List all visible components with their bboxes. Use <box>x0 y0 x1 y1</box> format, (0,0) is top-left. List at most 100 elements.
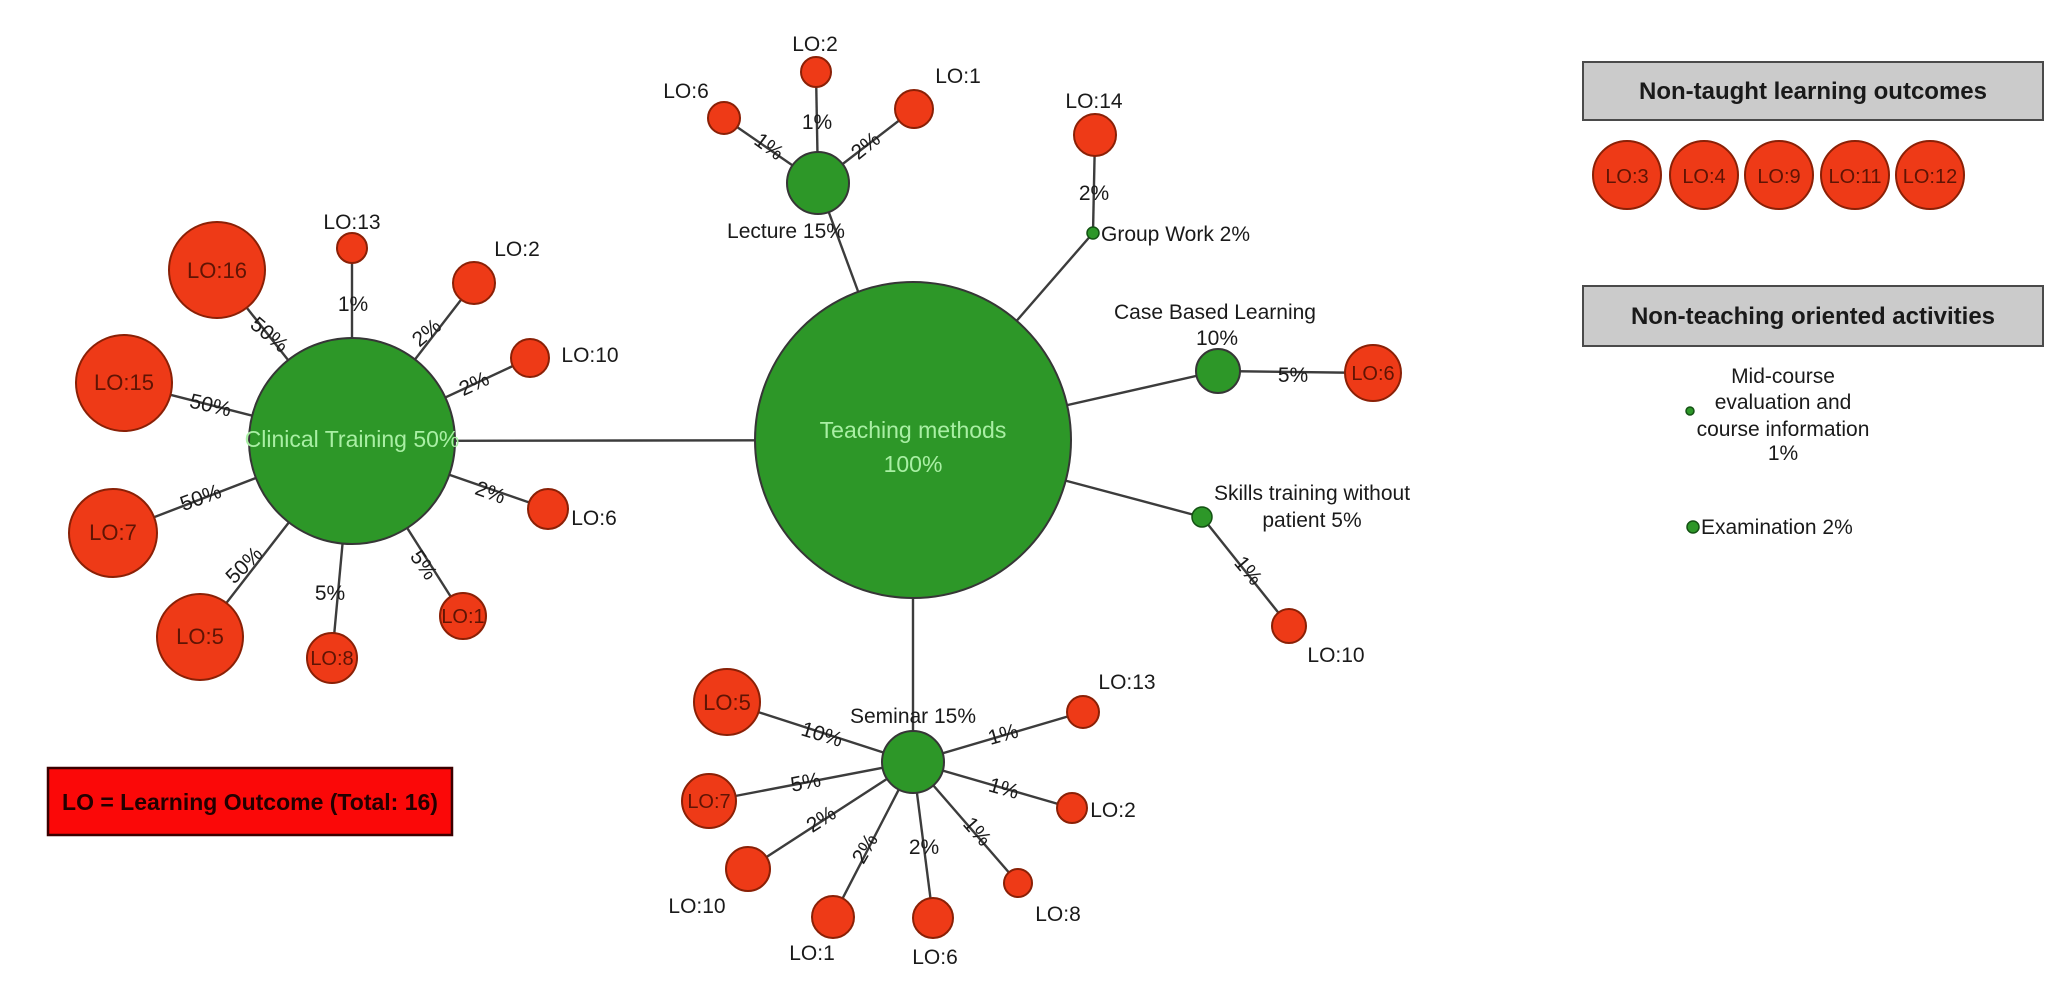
case-based-label-line2: 10% <box>1196 327 1238 350</box>
lecture-lo6-node <box>707 101 741 135</box>
skills-lo10-label: LO:10 <box>1307 644 1364 667</box>
lecture-lo1-label: LO:1 <box>935 65 981 88</box>
clinical-lo10-node <box>510 338 550 378</box>
lecture-label: Lecture 15% <box>727 220 845 243</box>
clinical-lo5-node <box>156 593 244 681</box>
clinical-lo5-label: LO:5 <box>176 624 224 649</box>
seminar-lo1-label: LO:1 <box>789 942 835 965</box>
non-taught-lo9-label: LO:9 <box>1757 166 1800 188</box>
clinical-lo13-node <box>336 232 368 264</box>
case-based-lo6-node <box>1344 344 1402 402</box>
seminar-lo8-node <box>1003 868 1033 898</box>
seminar-lo2-node <box>1056 792 1088 824</box>
teaching-methods-node <box>754 281 1072 599</box>
clinical-lo1-node <box>439 592 487 640</box>
teaching-methods-label-line1: Teaching methods <box>820 417 1007 443</box>
clinical-lo15-label: LO:15 <box>94 370 154 395</box>
case-based-lo6-weight: 5% <box>1278 364 1308 387</box>
clinical-lo6-label: LO:6 <box>571 507 617 530</box>
seminar-lo7-weight: 5% <box>789 768 823 796</box>
clinical-lo1-weight: 5% <box>405 546 441 584</box>
skills-label-line1: Skills training without <box>1214 482 1410 505</box>
clinical-lo5-weight: 50% <box>221 542 267 588</box>
clinical-lo8-weight: 5% <box>315 582 345 605</box>
clinical-lo16-label: LO:16 <box>187 258 247 283</box>
seminar-lo8-label: LO:8 <box>1035 903 1081 926</box>
non-taught-lo4-label: LO:4 <box>1682 166 1725 188</box>
legend-note: LO = Learning Outcome (Total: 16) <box>46 766 454 837</box>
lecture-lo2-weight: 1% <box>802 111 832 134</box>
non-taught-header-label: Non-taught learning outcomes <box>1639 78 1987 105</box>
group-work-label: Group Work 2% <box>1101 223 1250 246</box>
group-work-lo14-label: LO:14 <box>1065 90 1123 113</box>
nodes <box>68 56 1402 939</box>
clinical-lo10-label: LO:10 <box>561 344 618 367</box>
case-based-label-line1: Case Based Learning <box>1114 301 1316 324</box>
lecture-lo2-label: LO:2 <box>792 33 838 56</box>
non-taught-lo11-node <box>1820 140 1890 210</box>
seminar-lo5-node <box>693 668 761 736</box>
midcourse-label-line3: course information <box>1697 418 1870 441</box>
clinical-lo6-weight: 2% <box>472 477 508 509</box>
lecture-lo6-label: LO:6 <box>663 80 709 103</box>
clinical-lo2-node <box>452 261 496 305</box>
edge-seminar-lo7 <box>708 760 914 803</box>
midcourse-label-line2: evaluation and <box>1715 391 1852 414</box>
non-taught-lo12-label: LO:12 <box>1903 166 1957 188</box>
examination-label: Examination 2% <box>1701 516 1853 539</box>
seminar-lo10-node <box>725 846 771 892</box>
examination-dot <box>1686 520 1700 534</box>
seminar-lo8-weight: 1% <box>958 813 995 851</box>
clinical-lo13-label: LO:13 <box>323 211 380 234</box>
skills-lo10-node <box>1271 608 1307 644</box>
clinical-lo7-label: LO:7 <box>89 520 137 545</box>
clinical-lo2-label: LO:2 <box>494 238 540 261</box>
group-work-lo14-node <box>1073 113 1117 157</box>
non-taught-lo4-node <box>1669 140 1739 210</box>
seminar-lo6-weight: 2% <box>909 836 939 859</box>
midcourse-dot <box>1685 406 1695 416</box>
clinical-lo16-node <box>168 221 266 319</box>
seminar-lo13-label: LO:13 <box>1098 671 1155 694</box>
clinical-lo7-node <box>68 488 158 578</box>
lecture-lo2-node <box>800 56 832 88</box>
skills-training-node <box>1191 506 1213 528</box>
seminar-lo1-weight: 2% <box>848 830 883 868</box>
non-taught-header-box <box>1582 61 2044 121</box>
non-taught-lo9-node <box>1744 140 1814 210</box>
clinical-training-node <box>248 337 456 545</box>
lecture-lo1-weight: 2% <box>847 127 885 164</box>
seminar-lo2-weight: 1% <box>986 774 1022 804</box>
clinical-lo15-node <box>75 334 173 432</box>
case-based-learning-node <box>1195 348 1241 394</box>
non-teaching-header-box <box>1582 285 2044 347</box>
lecture-lo1-node <box>894 89 934 129</box>
clinical-lo8-label: LO:8 <box>310 648 353 670</box>
teaching-methods-label-line2: 100% <box>884 451 943 477</box>
clinical-lo2-weight: 2% <box>408 314 446 351</box>
midcourse-label-line4: 1% <box>1768 442 1798 465</box>
seminar-lo13-node <box>1066 695 1100 729</box>
clinical-lo10-weight: 2% <box>456 367 493 401</box>
midcourse-label-line1: Mid-course <box>1731 365 1835 388</box>
seminar-lo1-node <box>811 895 855 939</box>
clinical-lo8-node <box>306 632 358 684</box>
non-taught-lo11-label: LO:11 <box>1829 166 1882 188</box>
non-taught-lo3-label: LO:3 <box>1605 166 1648 188</box>
edge-skills-lo10 <box>1201 516 1290 627</box>
seminar-lo6-node <box>912 897 954 939</box>
group-work-node <box>1086 226 1100 240</box>
seminar-lo6-label: LO:6 <box>912 946 958 969</box>
seminar-lo7-node <box>681 773 737 829</box>
skills-label-line2: patient 5% <box>1262 509 1361 532</box>
clinical-lo6-node <box>527 488 569 530</box>
clinical-training-label: Clinical Training 50% <box>245 426 460 452</box>
non-taught-lo3-node <box>1592 140 1662 210</box>
clinical-lo7-weight: 50% <box>177 480 224 516</box>
clinical-lo13-weight: 1% <box>338 293 368 316</box>
seminar-lo5-weight: 10% <box>798 718 845 752</box>
legend-note-label: LO = Learning Outcome (Total: 16) <box>62 789 438 815</box>
legend-note-box <box>46 766 454 837</box>
